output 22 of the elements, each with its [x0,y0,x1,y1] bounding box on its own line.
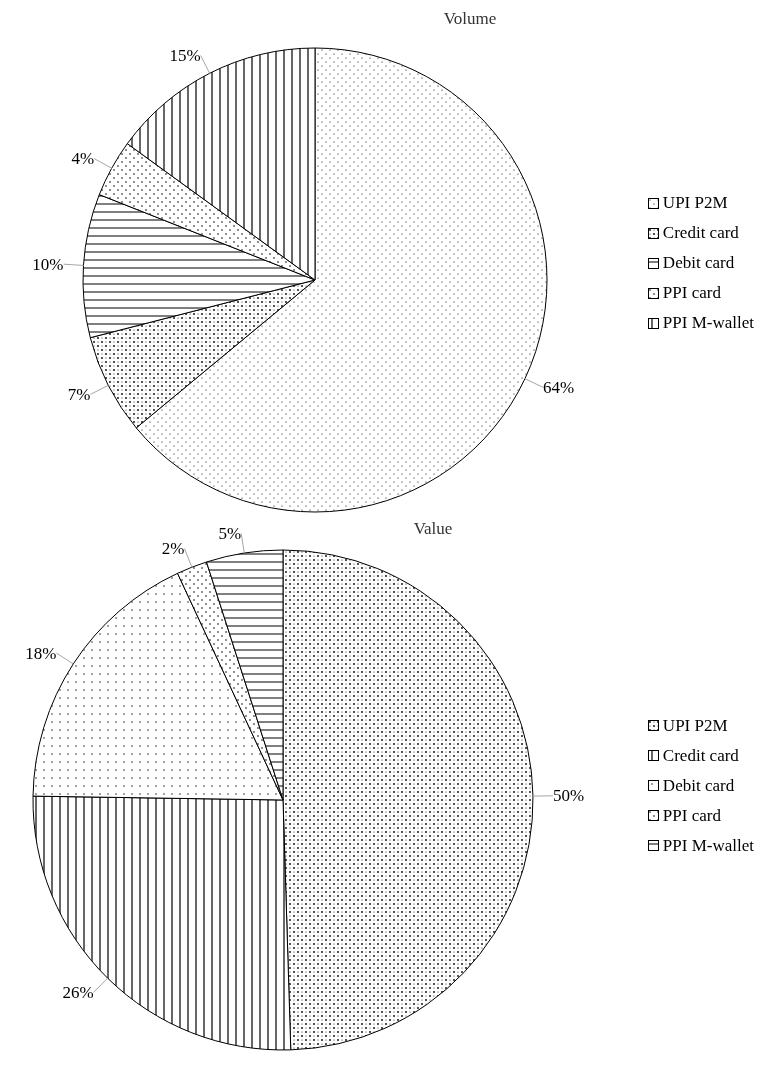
legend-label: UPI P2M [662,715,728,736]
data-label: 18% [25,643,57,663]
legend-label: Credit card [662,223,739,243]
data-label: 15% [169,45,201,65]
data-label: 64% [543,377,575,397]
legend-label: PPI card [662,805,721,826]
chart-title: Volume [443,9,497,28]
data-label: 50% [552,786,585,806]
data-label: 26% [62,982,94,1002]
legend-label: PPI card [662,283,721,303]
data-label: 4% [71,149,95,169]
data-label: 5% [218,523,242,543]
data-label: 7% [67,384,91,404]
chart-title: Value [413,519,453,538]
data-label: 10% [32,254,64,274]
legend-label: PPI M-wallet [662,835,754,856]
legend-label: PPI M-wallet [662,313,754,333]
legend-label: Debit card [662,775,735,796]
legend-label: Credit card [662,745,739,766]
data-label: 2% [161,539,185,559]
legend-label: UPI P2M [662,193,728,213]
legend-label: Debit card [662,253,735,273]
